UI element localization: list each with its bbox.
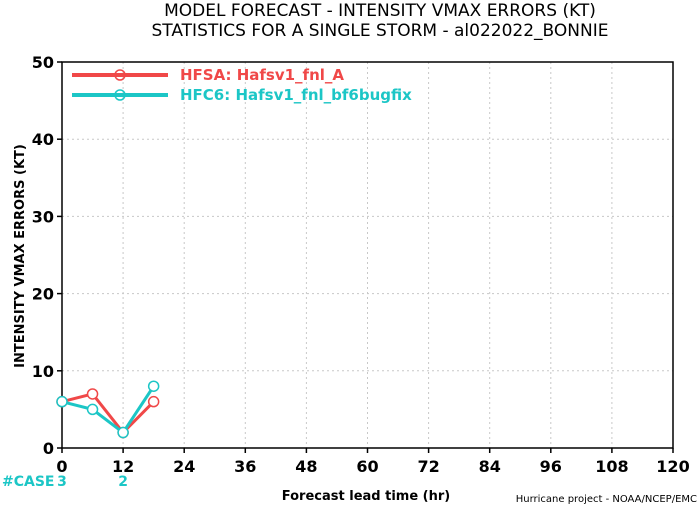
- legend-label-1: HFSA: Hafsv1_fnl_A: [180, 66, 344, 84]
- chart-title-line1: MODEL FORECAST - INTENSITY VMAX ERRORS (…: [164, 1, 596, 21]
- x-tick-label: 0: [56, 457, 67, 476]
- grid-lines: [62, 62, 673, 448]
- case-count: 2: [118, 474, 128, 490]
- case-count: 3: [57, 474, 67, 490]
- series-1-point: [86, 388, 99, 400]
- series-2-point: [117, 426, 129, 439]
- legend-marker-1: [114, 69, 126, 81]
- case-label: #CASE: [2, 474, 55, 490]
- legend: HFSA: Hafsv1_fnl_A HFC6: Hafsv1_fnl_bf6bu…: [72, 66, 412, 104]
- y-tick-label: 0: [43, 439, 54, 458]
- series-group: [56, 380, 160, 439]
- chart-title-line2: STATISTICS FOR A SINGLE STORM - al022022…: [152, 21, 609, 41]
- x-tick-label: 120: [656, 457, 689, 476]
- tick-labels: 0 12 24 36 48 60 72 84 96 108 120 0 10 20 30 40 50: [32, 53, 690, 476]
- y-tick-label: 20: [32, 285, 54, 304]
- x-tick-label: 96: [540, 457, 562, 476]
- legend-label-2: HFC6: Hafsv1_fnl_bf6bugfix: [180, 86, 412, 104]
- y-tick-label: 50: [32, 53, 54, 72]
- series-1-point: [147, 395, 160, 408]
- axes: [57, 61, 674, 453]
- x-tick-label: 108: [595, 457, 628, 476]
- y-axis-label: INTENSITY VMAX ERRORS (KT): [13, 144, 28, 368]
- x-tick-label: 24: [173, 457, 195, 476]
- x-tick-label: 84: [479, 457, 501, 476]
- y-tick-label: 40: [32, 130, 54, 149]
- credit-text: Hurricane project - NOAA/NCEP/EMC: [516, 494, 697, 505]
- x-tick-label: 12: [112, 457, 134, 476]
- x-axis-label: Forecast lead time (hr): [282, 489, 450, 504]
- plot-frame: [61, 61, 674, 449]
- x-tick-label: 72: [417, 457, 439, 476]
- y-tick-label: 10: [32, 362, 54, 381]
- series-line-1: [61, 392, 155, 435]
- x-tick-label: 60: [356, 457, 378, 476]
- legend-marker-2: [114, 89, 126, 101]
- x-tick-label: 48: [295, 457, 317, 476]
- series-2-point: [56, 395, 68, 408]
- x-tick-label: 36: [234, 457, 256, 476]
- series-2-point: [86, 403, 99, 416]
- series-line-2: [61, 385, 155, 435]
- series-2-point: [147, 380, 160, 392]
- y-tick-label: 30: [32, 207, 54, 226]
